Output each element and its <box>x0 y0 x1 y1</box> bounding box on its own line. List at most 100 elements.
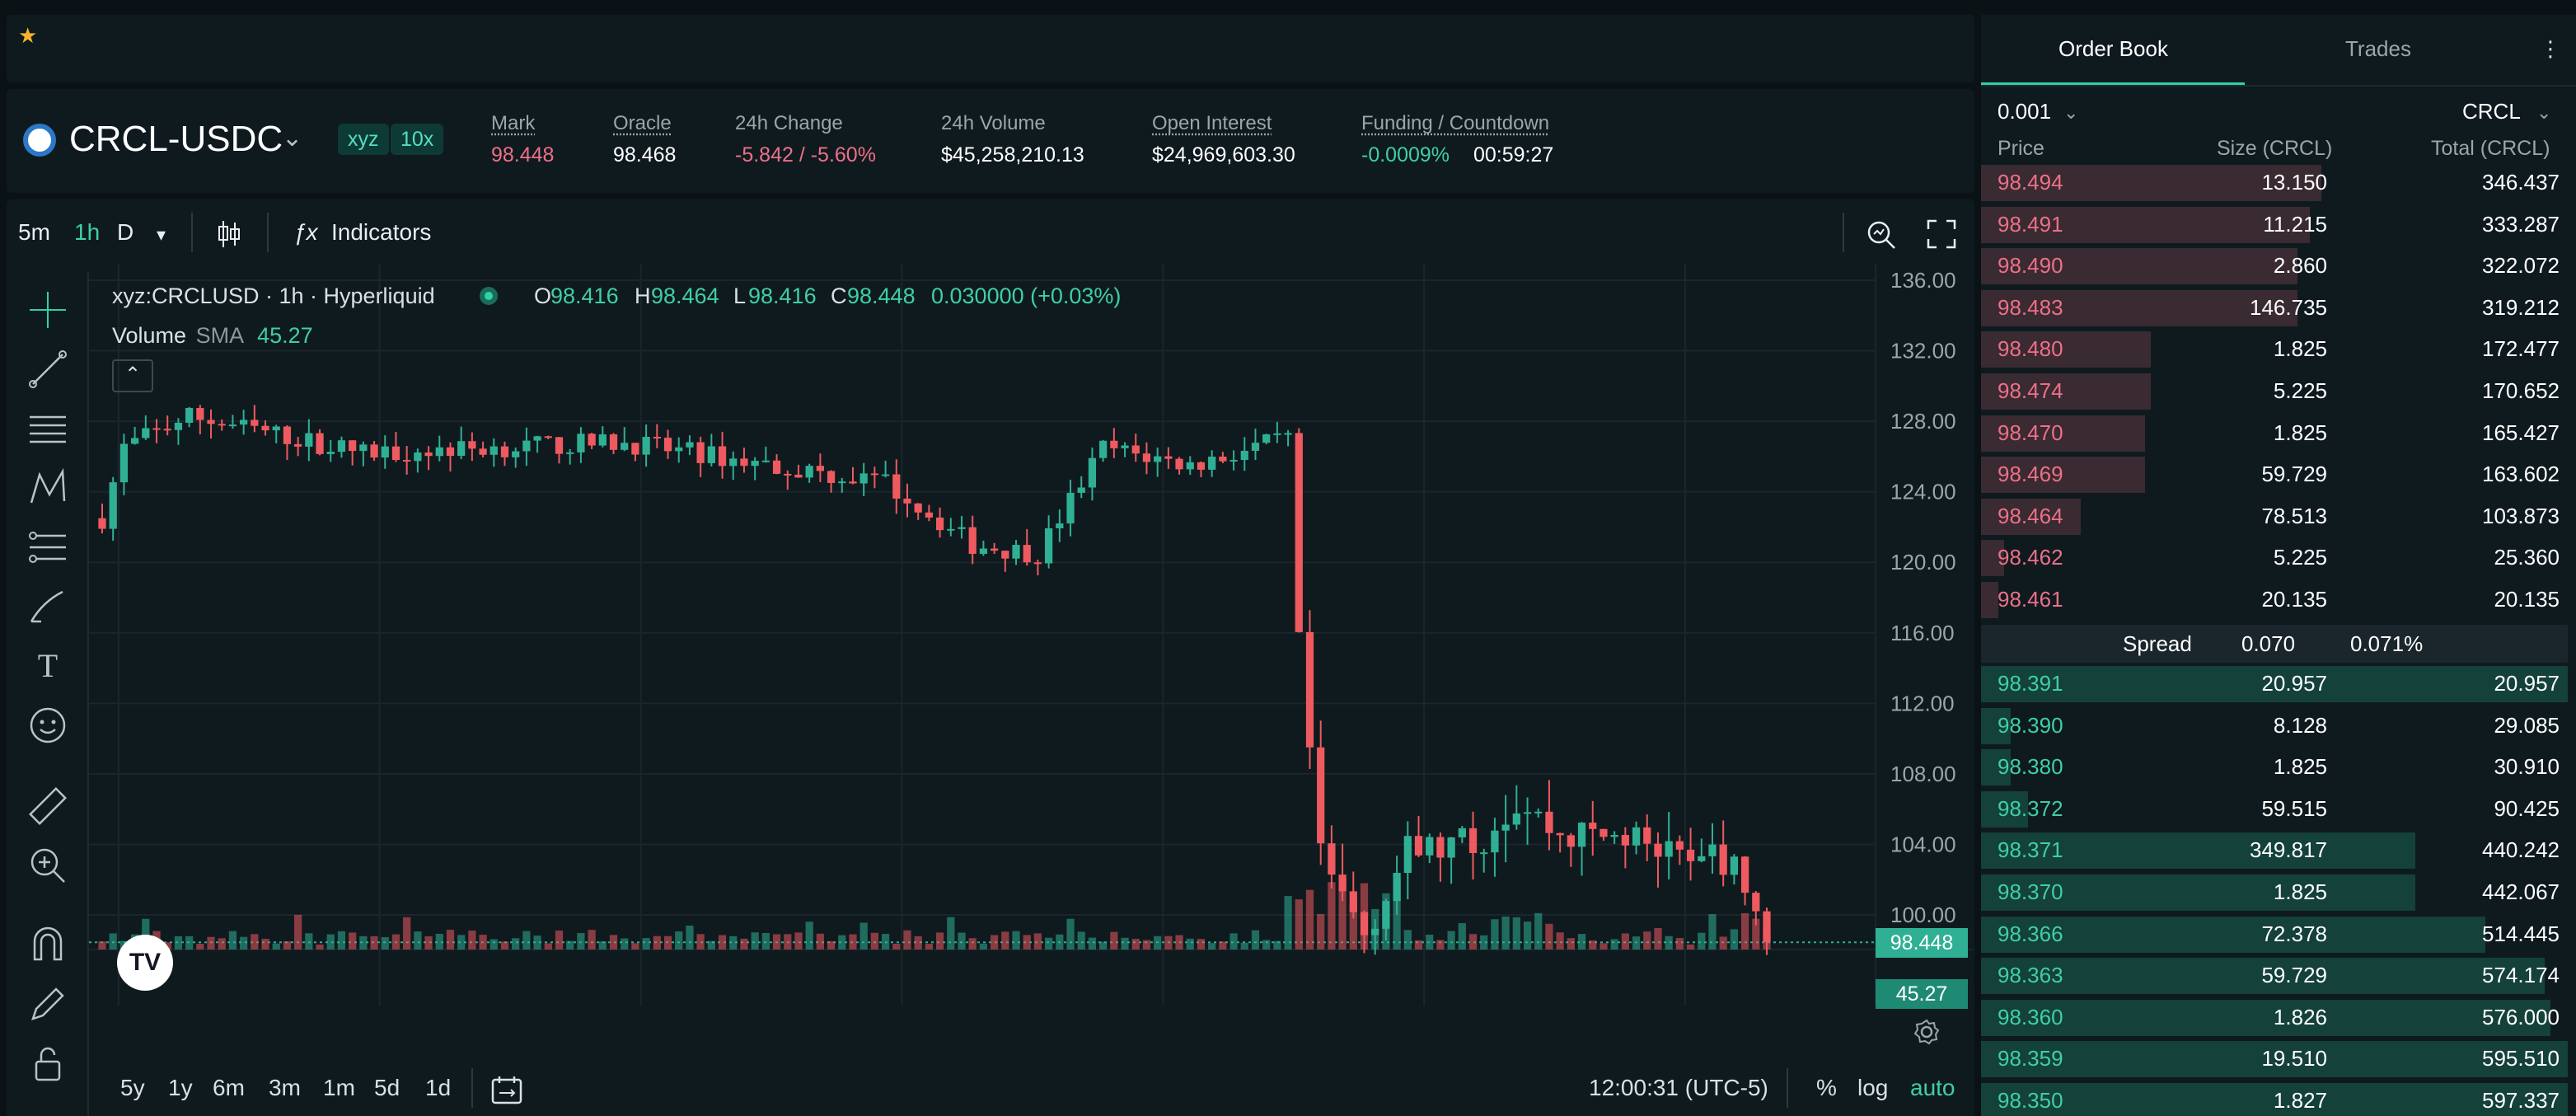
trend-line-icon[interactable] <box>26 348 69 391</box>
candle-body <box>892 474 901 499</box>
candle-body <box>272 426 280 431</box>
bid-row[interactable]: 98.370 1.825 442.067 <box>1981 873 2568 912</box>
candle-body <box>1763 911 1771 943</box>
candle-body <box>512 451 520 457</box>
indicators-icon[interactable]: ƒx <box>293 219 318 245</box>
ask-row[interactable]: 98.462 5.225 25.360 <box>1981 538 2568 578</box>
ask-row[interactable]: 98.469 59.729 163.602 <box>1981 455 2568 495</box>
volume-bar <box>294 914 302 950</box>
zoom-in-icon[interactable] <box>26 844 69 887</box>
bid-row[interactable]: 98.350 1.827 597.337 <box>1981 1081 2568 1116</box>
collapse-legend-button[interactable]: ⌃ <box>112 359 153 392</box>
volume-bar <box>1164 935 1173 950</box>
sma-value: 45.27 <box>257 323 313 348</box>
bid-depth-bar <box>1981 916 2486 953</box>
ruler-icon[interactable] <box>26 785 69 828</box>
volume-bar <box>283 941 292 950</box>
volume-bar <box>1675 938 1684 950</box>
log-toggle[interactable]: log <box>1857 1075 1889 1100</box>
ask-row[interactable]: 98.474 5.225 170.652 <box>1981 372 2568 411</box>
date-range-icon[interactable] <box>491 1075 522 1110</box>
range-3m[interactable]: 3m <box>269 1075 301 1100</box>
volume-bar <box>794 932 803 950</box>
candle-body <box>500 446 509 457</box>
pattern-icon[interactable] <box>26 467 69 509</box>
ask-depth-bar <box>1981 206 2310 243</box>
magnet-icon[interactable] <box>26 923 69 966</box>
tab-trades[interactable]: Trades <box>2345 36 2411 61</box>
ask-row[interactable]: 98.491 11.215 333.287 <box>1981 205 2568 245</box>
bid-price: 98.370 <box>1998 879 2063 904</box>
range-5d[interactable]: 5d <box>374 1075 400 1100</box>
price-chart[interactable]: 136.00 132.00 128.00 124.00 120.00 116.00 112.… <box>89 264 1974 1006</box>
candle-body <box>631 443 639 455</box>
interval-d[interactable]: D <box>117 219 134 245</box>
tick-size-select[interactable]: 0.001 <box>1998 99 2052 124</box>
bid-size: 8.128 <box>2273 712 2327 738</box>
candle-body <box>1077 487 1085 493</box>
text-tool-icon[interactable]: T <box>37 647 59 684</box>
fib-icon[interactable] <box>26 526 69 569</box>
ask-row[interactable]: 98.480 1.825 172.477 <box>1981 330 2568 369</box>
ask-row[interactable]: 98.490 2.860 322.072 <box>1981 246 2568 286</box>
pencil-lock-icon[interactable] <box>26 982 69 1025</box>
ask-row[interactable]: 98.470 1.825 165.427 <box>1981 414 2568 453</box>
coin-logo-icon <box>23 124 56 157</box>
ask-row[interactable]: 98.494 13.150 346.437 <box>1981 163 2568 203</box>
exchange-badge: xyz <box>338 124 389 155</box>
volume-bar <box>1262 940 1271 950</box>
market-symbol[interactable]: CRCL-USDC <box>69 119 283 159</box>
unit-select[interactable]: CRCL <box>2462 99 2521 124</box>
bid-row[interactable]: 98.359 19.510 595.510 <box>1981 1039 2568 1079</box>
volume-bar <box>588 930 596 950</box>
bid-row[interactable]: 98.371 349.817 440.242 <box>1981 831 2568 870</box>
percent-toggle[interactable]: % <box>1816 1075 1837 1100</box>
interval-5m[interactable]: 5m <box>18 219 50 245</box>
interval-1h[interactable]: 1h <box>74 219 101 245</box>
bid-row[interactable]: 98.366 72.378 514.445 <box>1981 915 2568 954</box>
candle-type-icon[interactable] <box>216 219 242 255</box>
range-1y[interactable]: 1y <box>168 1075 193 1100</box>
range-6m[interactable]: 6m <box>213 1075 245 1100</box>
horizontal-lines-icon[interactable] <box>26 407 69 450</box>
leverage-badge[interactable]: 10x <box>391 124 444 155</box>
bid-row[interactable]: 98.390 8.128 29.085 <box>1981 706 2568 746</box>
volume-bar <box>1577 934 1586 950</box>
range-5y[interactable]: 5y <box>120 1075 145 1100</box>
bid-row[interactable]: 98.380 1.825 30.910 <box>1981 748 2568 787</box>
bid-row[interactable]: 98.372 59.515 90.425 <box>1981 790 2568 829</box>
chevron-down-icon[interactable]: ⌄ <box>282 124 303 152</box>
star-icon[interactable]: ★ <box>18 23 38 48</box>
auto-toggle[interactable]: auto <box>1910 1075 1955 1100</box>
chevron-down-icon[interactable]: ▾ <box>157 224 166 245</box>
bid-row[interactable]: 98.391 20.957 20.957 <box>1981 664 2568 704</box>
range-1d[interactable]: 1d <box>425 1075 452 1100</box>
ask-total: 172.477 <box>2482 336 2560 362</box>
candle-body <box>947 528 955 531</box>
volume-bar <box>1654 928 1662 950</box>
chevron-down-icon[interactable]: ⌄ <box>2536 102 2552 123</box>
volume-bar <box>958 932 966 950</box>
bid-row[interactable]: 98.363 59.729 574.174 <box>1981 956 2568 996</box>
fullscreen-icon[interactable] <box>1927 219 1956 255</box>
tab-order-book[interactable]: Order Book <box>2058 36 2168 61</box>
volume-bar <box>740 938 748 950</box>
chevron-down-icon[interactable]: ⌄ <box>2063 102 2079 123</box>
emoji-icon[interactable] <box>26 704 69 747</box>
bid-row[interactable]: 98.360 1.826 576.000 <box>1981 998 2568 1038</box>
range-1m[interactable]: 1m <box>323 1075 355 1100</box>
bid-size: 349.817 <box>2250 837 2327 863</box>
ask-row[interactable]: 98.464 78.513 103.873 <box>1981 497 2568 537</box>
zoom-search-icon[interactable] <box>1866 219 1897 256</box>
more-options-icon[interactable]: ⋮ <box>2540 36 2561 61</box>
ask-row[interactable]: 98.483 146.735 319.212 <box>1981 288 2568 328</box>
brush-icon[interactable] <box>26 585 69 628</box>
chart-settings-icon[interactable] <box>1913 1019 1940 1049</box>
crosshair-icon[interactable] <box>26 288 69 331</box>
ask-row[interactable]: 98.461 20.135 20.135 <box>1981 580 2568 620</box>
candle-body <box>740 458 748 467</box>
indicators-button[interactable]: Indicators <box>331 219 432 245</box>
chart-clock[interactable]: 12:00:31 (UTC-5) <box>1589 1075 1768 1100</box>
lock-icon[interactable] <box>26 1042 69 1085</box>
tradingview-logo-icon[interactable]: TV <box>117 935 173 991</box>
